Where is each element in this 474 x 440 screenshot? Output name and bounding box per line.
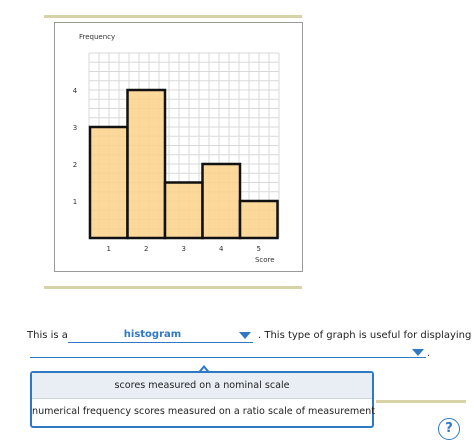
- sentence-middle: . This type of graph is useful for displ…: [258, 330, 472, 341]
- x-tick-label: 4: [219, 245, 224, 253]
- y-tick-label: 3: [73, 124, 77, 132]
- graph-use-dropdown-menu[interactable]: scores measured on a nominal scale numer…: [30, 371, 375, 428]
- histogram-bar: [238, 199, 279, 240]
- right-divider: [376, 400, 466, 403]
- chevron-down-icon[interactable]: [239, 332, 251, 339]
- chart-svg: 1 2 3 4 1 2 3 4 5 Frequency Score: [73, 33, 280, 264]
- histogram-bar: [126, 88, 167, 240]
- chevron-down-icon[interactable]: [412, 349, 424, 356]
- y-axis-label: Frequency: [79, 33, 115, 41]
- x-tick-label: 1: [107, 245, 111, 253]
- y-tick-label: 2: [73, 161, 77, 169]
- graph-type-value: histogram: [123, 329, 182, 340]
- histogram-bar: [163, 181, 204, 240]
- bottom-divider: [44, 286, 302, 289]
- x-tick-label: 2: [144, 245, 148, 253]
- histogram-chart: 1 2 3 4 1 2 3 4 5 Frequency Score: [54, 22, 303, 272]
- y-tick-label: 1: [73, 198, 77, 206]
- histogram-bar: [201, 162, 242, 240]
- x-tick-label: 3: [182, 245, 186, 253]
- dropdown-option-nominal[interactable]: scores measured on a nominal scale: [32, 373, 372, 399]
- sentence-end: .: [427, 348, 431, 359]
- graph-use-select[interactable]: [30, 344, 426, 358]
- graph-type-select[interactable]: histogram: [68, 327, 253, 343]
- sentence-prefix: This is a: [27, 330, 68, 341]
- dropdown-option-ratio[interactable]: numerical frequency scores measured on a…: [32, 406, 375, 417]
- x-axis-label: Score: [255, 256, 275, 264]
- y-tick-label: 4: [73, 87, 78, 95]
- dropdown-pointer-fill: [200, 368, 208, 373]
- x-tick-label: 5: [257, 245, 261, 253]
- top-divider: [44, 15, 302, 18]
- histogram-bar: [88, 125, 129, 240]
